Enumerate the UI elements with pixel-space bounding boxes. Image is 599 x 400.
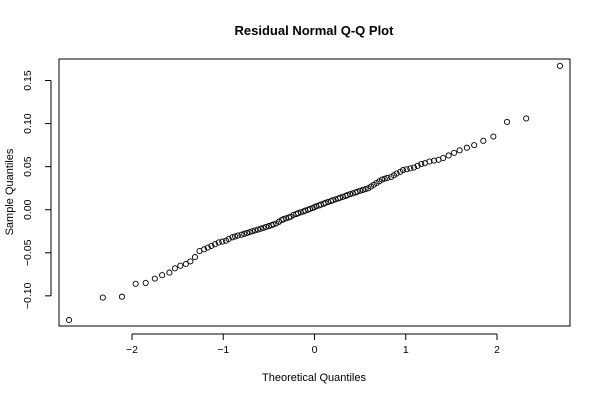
data-point <box>225 235 232 243</box>
data-point <box>399 167 407 174</box>
data-point <box>249 228 256 235</box>
data-point <box>215 239 222 246</box>
data-point <box>246 229 253 236</box>
data-point <box>357 187 364 194</box>
data-point <box>219 238 226 245</box>
data-point <box>378 176 386 183</box>
data-point <box>234 232 241 239</box>
data-point <box>490 133 497 140</box>
data-point <box>257 225 264 232</box>
data-point <box>344 192 351 199</box>
data-point <box>451 149 458 156</box>
data-point <box>336 194 344 201</box>
y-axis-label: Sample Quantiles <box>4 148 16 235</box>
data-point <box>254 226 261 233</box>
data-point <box>187 258 194 265</box>
x-tick-label: −2 <box>126 344 138 356</box>
y-tick-label: −0.05 <box>22 239 34 266</box>
data-point <box>270 221 277 228</box>
data-point <box>159 272 166 279</box>
data-point <box>132 280 139 287</box>
chart-title: Residual Normal Q-Q Plot <box>235 23 395 38</box>
data-point <box>471 142 478 149</box>
x-axis: −2 −1 0 1 2 <box>126 333 500 356</box>
data-point <box>410 164 418 171</box>
data-point <box>456 147 463 154</box>
data-point <box>430 157 438 164</box>
data-point <box>463 144 470 151</box>
data-point <box>243 229 251 237</box>
data-points <box>65 62 564 324</box>
data-point <box>182 260 189 268</box>
data-point <box>556 62 564 69</box>
x-axis-label: Theoretical Quantiles <box>262 372 366 384</box>
data-point <box>208 242 215 249</box>
data-point <box>260 224 267 231</box>
data-point <box>347 191 354 198</box>
x-tick-label: 1 <box>403 344 409 356</box>
data-point <box>191 254 199 261</box>
x-tick-label: −1 <box>217 344 229 356</box>
y-tick-label: 0.05 <box>22 156 34 177</box>
data-point <box>263 223 270 231</box>
data-point <box>426 158 433 165</box>
data-point <box>211 241 219 248</box>
x-tick-label: 0 <box>312 344 318 356</box>
y-axis: −0.10 −0.05 0.00 0.05 0.10 0.15 <box>22 70 52 309</box>
y-tick-label: 0.15 <box>22 70 34 91</box>
data-point <box>252 227 259 234</box>
data-point <box>241 230 248 237</box>
plot-frame <box>58 58 571 327</box>
data-point <box>445 152 452 159</box>
data-point <box>151 275 158 282</box>
data-point <box>171 265 178 272</box>
data-point <box>362 186 369 193</box>
data-point <box>440 154 447 162</box>
data-point <box>354 188 361 195</box>
data-point <box>381 175 388 182</box>
data-point <box>142 279 149 286</box>
data-point <box>280 216 287 223</box>
data-point <box>177 262 184 269</box>
data-point <box>65 316 73 324</box>
data-point <box>418 161 425 168</box>
data-point <box>359 186 366 193</box>
data-point <box>99 294 106 301</box>
data-point <box>322 199 329 206</box>
data-point <box>229 234 236 241</box>
data-point <box>166 269 173 276</box>
data-point <box>384 174 391 181</box>
data-point <box>238 231 245 238</box>
data-point <box>118 293 126 300</box>
data-point <box>232 233 239 240</box>
data-point <box>403 166 410 173</box>
data-point <box>204 244 211 251</box>
data-point <box>329 197 336 204</box>
y-tick-label: 0.10 <box>22 113 34 134</box>
y-tick-label: 0.00 <box>22 199 34 220</box>
data-point <box>407 165 414 172</box>
data-point <box>503 118 511 125</box>
data-point <box>414 162 421 169</box>
data-point <box>201 246 208 253</box>
data-point <box>523 115 530 122</box>
data-point <box>480 137 487 144</box>
y-tick-label: −0.10 <box>22 282 34 309</box>
data-point <box>295 210 302 217</box>
data-point <box>393 170 400 177</box>
x-tick-label: 2 <box>494 344 500 356</box>
